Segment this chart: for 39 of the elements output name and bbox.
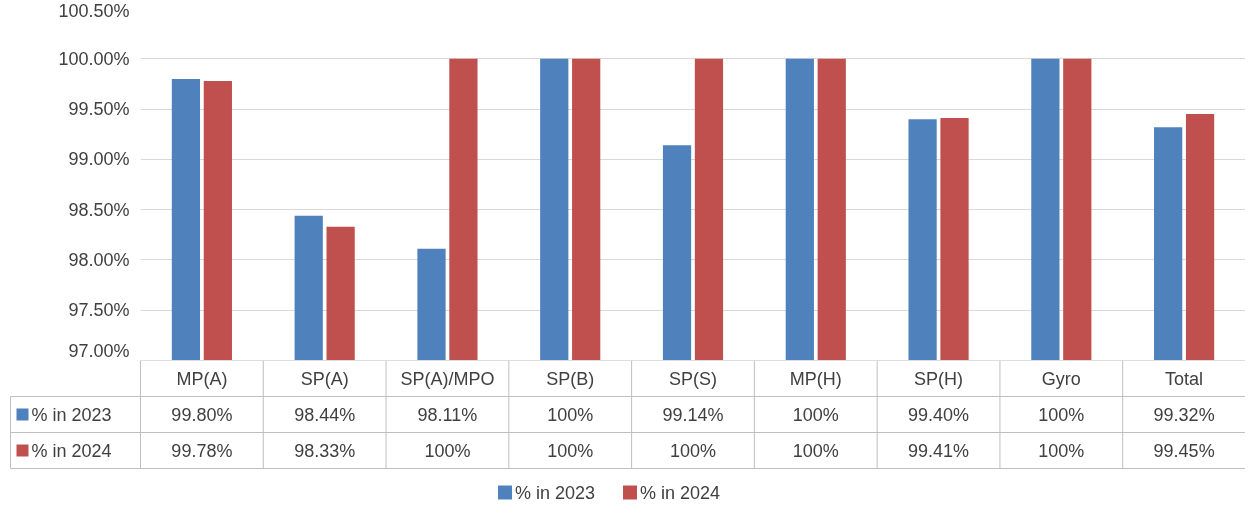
data-label: 99.45% bbox=[1153, 440, 1215, 461]
data-label: 100% bbox=[792, 404, 839, 425]
y-tick-label: 100.00% bbox=[58, 48, 130, 69]
y-tick-label: 98.50% bbox=[68, 199, 130, 220]
data-label: 100% bbox=[547, 404, 594, 425]
x-tick-label: SP(B) bbox=[546, 368, 595, 389]
data-label: 99.80% bbox=[171, 404, 233, 425]
x-tick-label: SP(H) bbox=[914, 368, 964, 389]
y-tick-label: 97.50% bbox=[68, 300, 130, 321]
data-label: 100% bbox=[547, 440, 594, 461]
x-tick-label: SP(A)/MPO bbox=[400, 368, 495, 389]
data-label: 98.33% bbox=[294, 440, 356, 461]
x-tick-label: SP(A) bbox=[300, 368, 349, 389]
data-label: 98.11% bbox=[417, 404, 478, 425]
data-label: 99.40% bbox=[908, 404, 970, 425]
data-label: 99.41% bbox=[908, 440, 970, 461]
data-label: 98.44% bbox=[294, 404, 356, 425]
data-label: 100% bbox=[792, 440, 839, 461]
x-tick-label: MP(H) bbox=[789, 368, 842, 389]
x-tick-label: MP(A) bbox=[176, 368, 228, 389]
y-tick-label: 100.50% bbox=[58, 0, 130, 21]
y-tick-label: 99.50% bbox=[68, 99, 130, 120]
y-tick-label: 98.00% bbox=[68, 249, 130, 270]
data-label: 100% bbox=[669, 440, 717, 461]
legend-label: % in 2024 bbox=[640, 482, 721, 503]
data-label: 100% bbox=[424, 440, 471, 461]
data-label: 100% bbox=[1038, 404, 1085, 425]
data-label: 99.32% bbox=[1153, 404, 1215, 425]
x-tick-label: Total bbox=[1165, 368, 1204, 389]
text: % in 2023 bbox=[515, 482, 596, 503]
y-tick-label: 99.00% bbox=[68, 149, 130, 170]
data-label: 99.14% bbox=[662, 404, 724, 425]
x-tick-label: Gyro bbox=[1041, 368, 1081, 389]
text: % in 2024 bbox=[31, 440, 112, 461]
legend-label: % in 2023 bbox=[31, 404, 112, 425]
x-tick-label: SP(S) bbox=[669, 368, 718, 389]
y-tick-label: 97.00% bbox=[68, 340, 130, 361]
data-label: 99.78% bbox=[171, 440, 233, 461]
data-label: 100% bbox=[1038, 440, 1085, 461]
